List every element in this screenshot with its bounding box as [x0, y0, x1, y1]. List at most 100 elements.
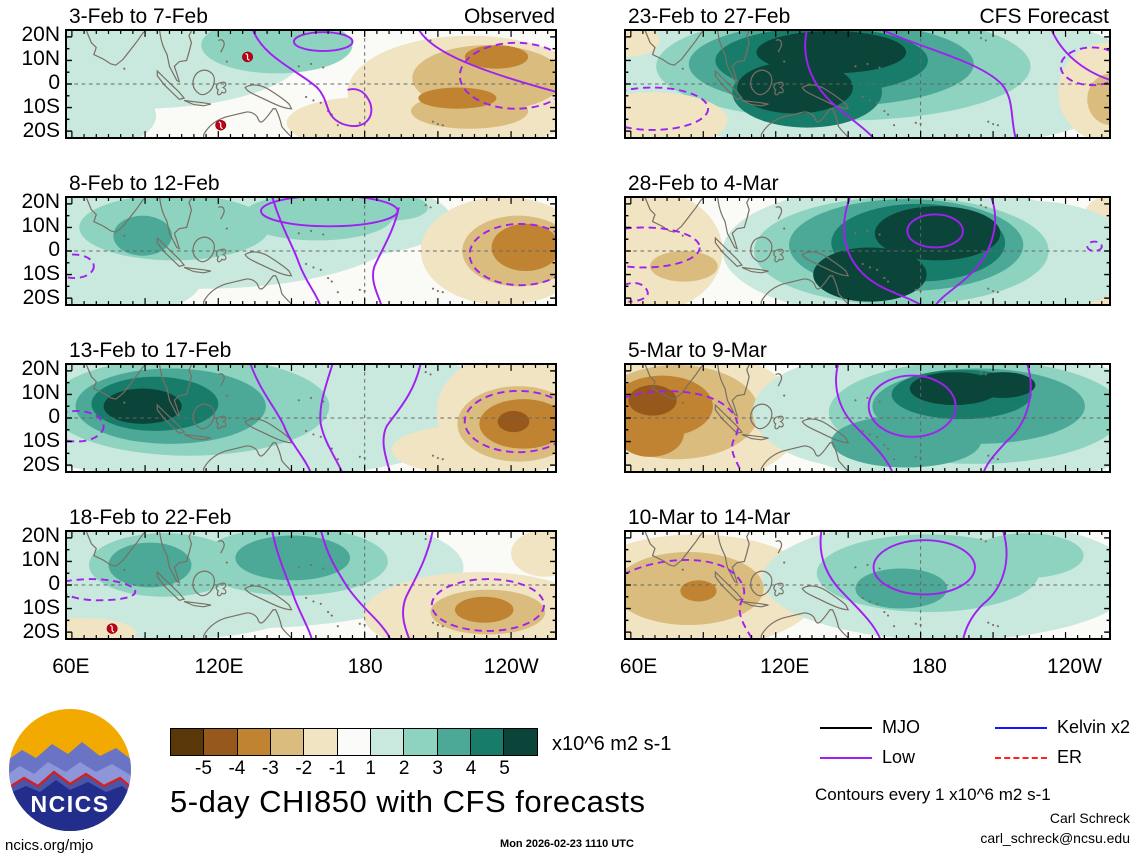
anomaly-map [626, 365, 1109, 471]
legend-label: MJO [882, 717, 920, 737]
anomaly-map [67, 365, 555, 471]
panel-date-range: 3-Feb to 7-Feb [69, 5, 208, 28]
colorbar-tick-label: 4 [465, 758, 477, 779]
colorbar-tick-label: 1 [365, 758, 377, 779]
panel-column-label: Observed [463, 5, 555, 28]
tropical-cyclone-icon [106, 623, 118, 634]
colorbar-swatch [236, 728, 272, 756]
panel-date-range: 5-Mar to 9-Mar [628, 339, 767, 362]
map-panel-obs-4: 18-Feb to 22-Feb [65, 506, 557, 640]
x-axis-label: 180 [911, 655, 947, 678]
legend-item-mjo: MJO [820, 717, 920, 738]
colorbar-swatch [203, 728, 239, 756]
x-axis-label: 60E [52, 655, 90, 678]
tropical-cyclone-icon [242, 51, 253, 63]
colorbar-swatch [469, 728, 505, 756]
x-axis-label: 120E [194, 655, 244, 678]
x-axis-label: 60E [619, 655, 658, 678]
anomaly-map [626, 198, 1109, 304]
colorbar-tick-label: 5 [499, 758, 510, 779]
y-axis-label: 20N [21, 524, 60, 547]
colorbar-unit-label: x10^6 m2 s-1 [552, 733, 672, 755]
anomaly-map [626, 532, 1109, 638]
map-panel-obs-1: 3-Feb to 7-Feb Observed [65, 5, 557, 139]
x-axis-label: 120W [483, 655, 539, 678]
timestamp: Mon 2026-02-23 1110 UTC [500, 838, 634, 850]
colorbar-tick-label: -2 [295, 758, 313, 779]
y-axis-label: 20S [22, 620, 60, 643]
y-axis-label: 10N [21, 381, 60, 404]
y-axis-label: 20S [22, 119, 60, 142]
colorbar-tick-label: -1 [328, 758, 346, 779]
legend-item-low: Low [820, 747, 915, 768]
panel-date-range: 18-Feb to 22-Feb [69, 506, 232, 529]
legend-item-er: ER [995, 747, 1082, 768]
y-axis-label: 20N [21, 23, 60, 46]
credit-name: Carl Schreck [1049, 810, 1130, 826]
legend-line-swatch [995, 756, 1047, 759]
colorbar-swatch [269, 728, 305, 756]
y-axis-label: 10N [21, 548, 60, 571]
anomaly-map [67, 31, 555, 137]
legend-line-swatch [820, 756, 872, 759]
y-axis-label: 20S [22, 453, 60, 476]
anomaly-map [67, 198, 555, 304]
ncics-logo: NCICS [8, 708, 132, 837]
x-axis-label: 180 [347, 655, 383, 678]
colorbar-swatch [403, 728, 438, 756]
colorbar-swatch [436, 728, 472, 756]
y-axis-label: 10S [22, 429, 60, 452]
y-axis-label: 0 [48, 405, 60, 428]
y-axis-label: 20N [21, 357, 60, 380]
y-axis-label: 10S [22, 596, 60, 619]
y-axis-label: 10N [21, 214, 60, 237]
panel-date-range: 28-Feb to 4-Mar [628, 172, 779, 195]
colorbar-tick-label: -3 [261, 758, 279, 779]
colorbar-swatch [170, 728, 205, 756]
map-panel-obs-2: 8-Feb to 12-Feb [65, 172, 557, 306]
y-axis-label: 10N [21, 47, 60, 70]
colorbar-swatch [369, 728, 405, 756]
panel-date-range: 13-Feb to 17-Feb [69, 339, 232, 362]
map-panel-fcst-3: 5-Mar to 9-Mar [624, 339, 1111, 473]
colorbar-tick-label: 2 [398, 758, 410, 779]
panel-column-label: CFS Forecast [979, 5, 1109, 28]
legend-line-swatch [820, 726, 872, 729]
legend-label: Low [882, 747, 916, 767]
y-axis-label: 0 [48, 238, 60, 261]
y-axis-label: 20S [22, 286, 60, 309]
colorbar-tick-label: -4 [228, 758, 246, 779]
figure-title: 5-day CHI850 with CFS forecasts [170, 784, 646, 819]
map-panel-fcst-4: 10-Mar to 14-Mar [624, 506, 1111, 640]
legend-label: ER [1057, 747, 1083, 767]
legend-item-kelvin-x2: Kelvin x2 [995, 717, 1130, 738]
legend-label: Kelvin x2 [1057, 717, 1131, 737]
colorbar [170, 728, 538, 756]
contour-note: Contours every 1 x10^6 m2 s-1 [815, 785, 1051, 804]
map-panel-obs-3: 13-Feb to 17-Feb [65, 339, 557, 473]
map-panel-fcst-1: 23-Feb to 27-Feb CFS Forecast [624, 5, 1111, 139]
y-axis-label: 10S [22, 262, 60, 285]
y-axis-label: 0 [48, 572, 60, 595]
colorbar-swatch [336, 728, 372, 756]
svg-text:NCICS: NCICS [30, 791, 109, 817]
y-axis-label: 0 [48, 71, 60, 94]
panel-date-range: 10-Mar to 14-Mar [628, 506, 791, 529]
x-axis-label: 120E [760, 655, 810, 678]
credit-email: carl_schreck@ncsu.edu [980, 830, 1130, 846]
website-link: ncics.org/mjo [5, 837, 94, 854]
anomaly-map [67, 532, 555, 638]
tropical-cyclone-icon [215, 119, 227, 131]
legend-line-swatch [995, 726, 1047, 729]
colorbar-tick-label: 3 [432, 758, 443, 779]
colorbar-tick-label: -5 [195, 758, 212, 779]
x-axis-label: 120W [1047, 655, 1102, 678]
colorbar-swatch [303, 728, 339, 756]
y-axis-label: 20N [21, 190, 60, 213]
colorbar-swatch [503, 728, 538, 756]
y-axis-label: 10S [22, 95, 60, 118]
anomaly-map [626, 31, 1109, 137]
map-panel-fcst-2: 28-Feb to 4-Mar [624, 172, 1111, 306]
panel-date-range: 23-Feb to 27-Feb [628, 5, 791, 28]
